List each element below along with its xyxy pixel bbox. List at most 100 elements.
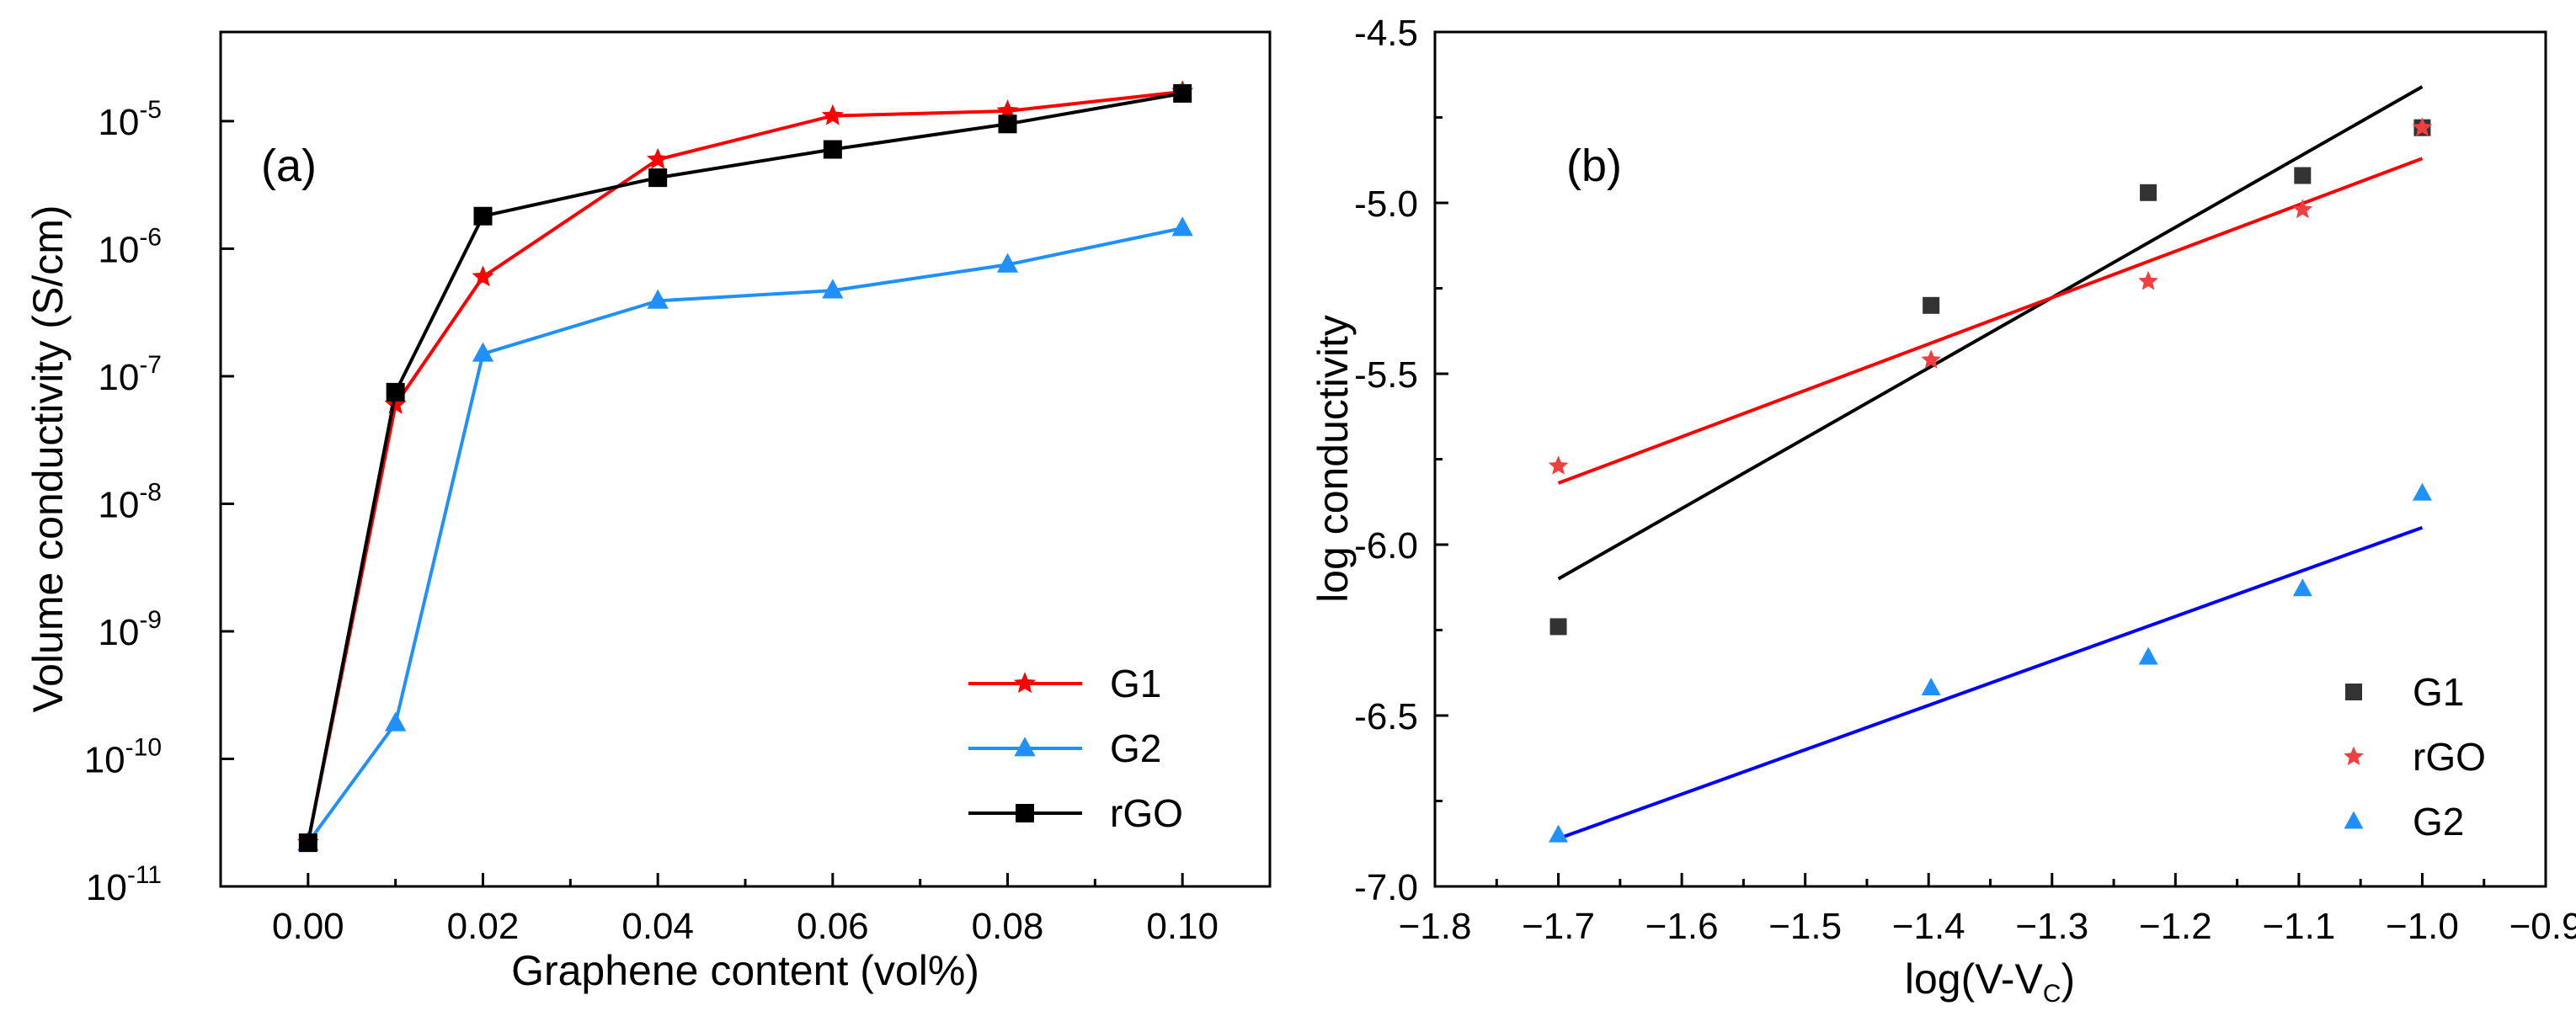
- panel-b-y-tick-label: -4.5: [1354, 13, 1418, 54]
- panel-b-legend-label-rgo: rGO: [2413, 735, 2486, 779]
- panel-b-fit-lines: [1557, 85, 2424, 841]
- panel-b-point-g1: [2294, 167, 2312, 184]
- panel-b-x-axis-label: log(V-VC): [1905, 955, 2075, 1008]
- panel-a-y-tick-base: 10: [98, 484, 139, 525]
- panel-a-x-axis-label: Graphene content (vol%): [511, 947, 979, 994]
- panel-a-point-g1: [384, 392, 407, 414]
- panel-b-x-axis-label-subscript: C: [2043, 980, 2061, 1008]
- panel-a-y-tick-exponent: -8: [139, 478, 162, 506]
- panel-a-legend-marker-rgo: [1016, 804, 1034, 822]
- panel-a-y-tick-label: 10-9: [98, 606, 162, 653]
- panel-a-legend-label-g1: G1: [1110, 662, 1161, 705]
- panel-b-legend-marker-g2: [2344, 811, 2364, 829]
- panel-b-y-tick-label: -6.5: [1354, 696, 1418, 737]
- panel-b-x-tick-label: −1.4: [1892, 906, 1965, 947]
- panel-b-point-g1: [1923, 296, 1940, 314]
- panel-a-legend: G1 G2 rGO: [968, 662, 1183, 835]
- panel-b-point-rgo: [2292, 199, 2313, 219]
- panel-a-point-g1: [647, 147, 669, 169]
- panel-a-y-tick-base: 10: [84, 739, 125, 780]
- panel-a-x-tick-label: 0.06: [797, 906, 869, 947]
- panel-b-point-g2: [1921, 678, 1941, 696]
- panel-a-legend-marker-g1: [1013, 672, 1037, 694]
- panel-a-y-tick-label: 10-10: [84, 733, 162, 780]
- panel-a-point-rgo: [386, 382, 405, 402]
- panel-a-point-rgo: [298, 833, 317, 853]
- panel-a-x-tick-label: 0.04: [621, 906, 694, 947]
- panel-b-x-tick-label: −1.6: [1645, 906, 1719, 947]
- panel-a-label: (a): [261, 141, 317, 191]
- panel-a-point-rgo: [998, 114, 1017, 134]
- panel-b-legend-label-g2: G2: [2413, 800, 2464, 843]
- panel-b-x-tick-label: −1.1: [2262, 906, 2335, 947]
- panel-a-y-tick-exponent: -10: [125, 733, 162, 761]
- panel-b-point-g1: [1549, 618, 1567, 636]
- panel-a-point-g2: [1171, 216, 1193, 237]
- panel-a-legend-label-g2: G2: [1110, 726, 1161, 770]
- panel-b-point-rgo: [1921, 349, 1941, 369]
- panel-a-x-tick-label: 0.02: [447, 906, 520, 947]
- panel-a-y-tick-exponent: -6: [139, 223, 162, 251]
- panel-a-y-tick-label: 10-7: [98, 351, 162, 398]
- panel-a-series: [296, 80, 1194, 853]
- panel-a-y-tick-base: 10: [98, 229, 139, 270]
- panel-a-point-g2: [472, 342, 494, 362]
- panel-a-y-tick-exponent: -5: [139, 96, 162, 124]
- panel-a-y-tick-base: 10: [98, 357, 139, 398]
- panel-a-y-tick-exponent: -7: [139, 351, 162, 379]
- panel-b-x-axis-label-close: ): [2061, 955, 2075, 1003]
- panel-a-point-g1: [821, 104, 844, 125]
- panel-b-y-tick-label: -5.0: [1354, 184, 1418, 225]
- panel-a-x-tick-label: 0.00: [272, 906, 344, 947]
- panel-b-x-tick-label: −1.2: [2139, 906, 2212, 947]
- panel-b-fit-line-g2: [1557, 525, 2424, 841]
- panel-b-x-tick-label: −1.7: [1522, 906, 1595, 947]
- panel-b-point-g2: [2292, 578, 2312, 597]
- panel-a-series-line-g1: [306, 90, 1183, 843]
- panel-b-y-axis-label: log conductivity: [1309, 315, 1357, 603]
- panel-a-y-tick-base: 10: [98, 102, 139, 143]
- panel-a-point-g1: [472, 265, 494, 287]
- panel-b-point-rgo: [1548, 455, 1569, 475]
- panel-b-point-rgo: [2138, 270, 2158, 290]
- panel-a-y-tick-label: 10-6: [98, 223, 162, 270]
- panel-b: −1.8 −1.7 −1.6 −1.5 −1.4 −1.3 −1.2 −1.1 −1.0 −0.9…: [1309, 13, 2576, 1008]
- panel-b-point-g2: [2412, 482, 2432, 501]
- panel-a-legend-marker-g2: [1014, 737, 1036, 757]
- panel-b-y-tick-label: -7.0: [1354, 867, 1418, 908]
- panel-a-y-tick-label: 10-8: [98, 478, 162, 525]
- panel-b-point-g1: [2140, 184, 2157, 201]
- panel-a-point-rgo: [823, 140, 842, 159]
- panel-a-point-g2: [822, 279, 844, 299]
- panel-b-ticks: −1.8 −1.7 −1.6 −1.5 −1.4 −1.3 −1.2 −1.1 −1.0 −0.9…: [1354, 13, 2576, 947]
- panel-b-x-tick-label: −0.9: [2509, 906, 2576, 947]
- panel-b-y-tick-label: -6.0: [1354, 525, 1418, 567]
- panel-b-point-rgo: [2412, 117, 2433, 136]
- panel-b-fit-line-g1: [1557, 85, 2424, 581]
- panel-a-point-g2: [996, 253, 1019, 273]
- panel-b-point-g2: [1549, 824, 1569, 843]
- panel-a-point-g2: [647, 289, 669, 309]
- panel-a-y-tick-label: 10-11: [86, 861, 162, 908]
- panel-b-legend-marker-g1: [2345, 684, 2362, 700]
- panel-b-legend: G1 rGO G2: [2344, 670, 2486, 843]
- panel-b-x-tick-label: −1.0: [2386, 906, 2459, 947]
- panel-a-legend-label-rgo: rGO: [1110, 791, 1183, 835]
- panel-a-y-axis-label: Volume conductivity (S/cm): [24, 205, 72, 713]
- panel-b-x-tick-label: −1.5: [1768, 906, 1842, 947]
- panel-a-point-rgo: [648, 168, 668, 188]
- panel-b-series: [1548, 117, 2433, 843]
- panel-b-x-axis-label-main: log(V-V: [1905, 955, 2044, 1003]
- panel-a-x-tick-label: 0.08: [972, 906, 1044, 947]
- panel-b-legend-marker-rgo: [2344, 746, 2364, 766]
- panel-a-point-rgo: [1173, 83, 1192, 103]
- panel-a-series-line-g2: [307, 226, 1183, 844]
- panel-a-series-line-rgo: [306, 92, 1183, 843]
- panel-a-y-tick-base: 10: [98, 612, 139, 653]
- panel-a-x-tick-label: 0.10: [1146, 906, 1219, 947]
- panel-a-y-tick-exponent: -11: [127, 861, 162, 889]
- panel-a: 0.00 0.02 0.04 0.06 0.08 0.1010-1110-1010-910…: [24, 30, 1272, 994]
- panel-b-point-g2: [2138, 647, 2158, 665]
- panel-a-point-g2: [385, 711, 407, 732]
